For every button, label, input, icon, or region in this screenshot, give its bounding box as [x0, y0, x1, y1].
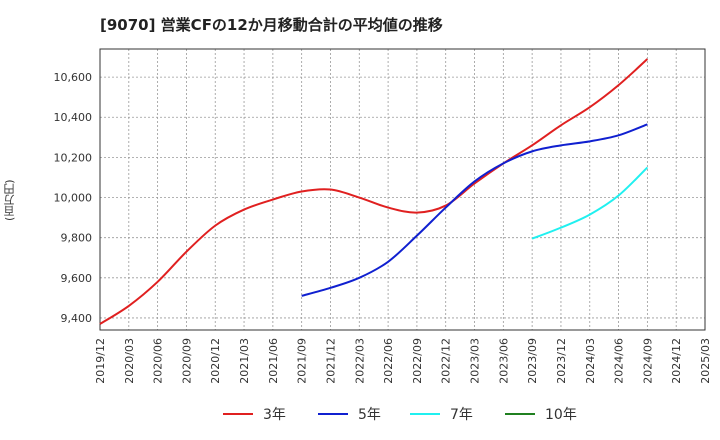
x-tick-label: 2022/12: [440, 338, 453, 384]
series-lines: [99, 58, 649, 325]
x-tick-label: 2022/03: [353, 338, 366, 384]
y-axis: 9,400 9,600 9,800 10,000 10,200 10,400 10,600: [54, 71, 93, 325]
x-tick-label: 2024/06: [613, 338, 626, 384]
x-tick-label: 2023/12: [555, 338, 568, 384]
legend-label: 3年: [263, 407, 286, 423]
x-tick-label: 2021/12: [324, 338, 337, 384]
x-tick-label: 2023/06: [497, 338, 510, 384]
series-line-3年: [99, 58, 649, 325]
x-tick-label: 2023/03: [469, 338, 482, 384]
x-tick-label: 2020/09: [180, 338, 193, 384]
legend-label: 5年: [358, 407, 381, 423]
grid-lines: [99, 49, 706, 330]
x-tick-label: 2024/03: [584, 338, 597, 384]
x-tick-label: 2025/03: [699, 338, 712, 384]
legend-label: 10年: [545, 407, 577, 423]
x-tick-label: 2021/09: [296, 338, 309, 384]
plot-frame: [99, 48, 706, 331]
series-line-7年: [531, 166, 649, 240]
y-tick-label: 9,400: [61, 312, 93, 325]
y-tick-label: 10,400: [54, 111, 93, 124]
y-tick-label: 10,200: [54, 151, 93, 164]
x-tick-label: 2020/12: [209, 338, 222, 384]
x-axis: 2019/12 2020/03 2020/06 2020/09 2020/12 2021/…: [94, 338, 712, 384]
x-tick-label: 2024/09: [641, 338, 654, 384]
x-tick-label: 2022/09: [411, 338, 424, 384]
x-tick-label: 2021/03: [238, 338, 251, 384]
legend: 3年 5年 7年 10年: [223, 407, 577, 423]
y-tick-label: 9,600: [61, 272, 93, 285]
y-tick-label: 10,000: [54, 192, 93, 205]
chart-title: [9070] 営業CFの12か月移動合計の平均値の推移: [100, 16, 443, 34]
series-line-5年: [301, 123, 648, 297]
x-tick-label: 2022/06: [382, 338, 395, 384]
y-tick-label: 10,600: [54, 71, 93, 84]
x-tick-label: 2020/03: [123, 338, 136, 384]
x-tick-label: 2024/12: [670, 338, 683, 384]
legend-label: 7年: [450, 407, 473, 423]
x-tick-label: 2023/09: [526, 338, 539, 384]
x-tick-label: 2021/06: [267, 338, 280, 384]
x-tick-label: 2020/06: [152, 338, 165, 384]
x-tick-label: 2019/12: [94, 338, 107, 384]
y-tick-label: 9,800: [61, 232, 93, 245]
